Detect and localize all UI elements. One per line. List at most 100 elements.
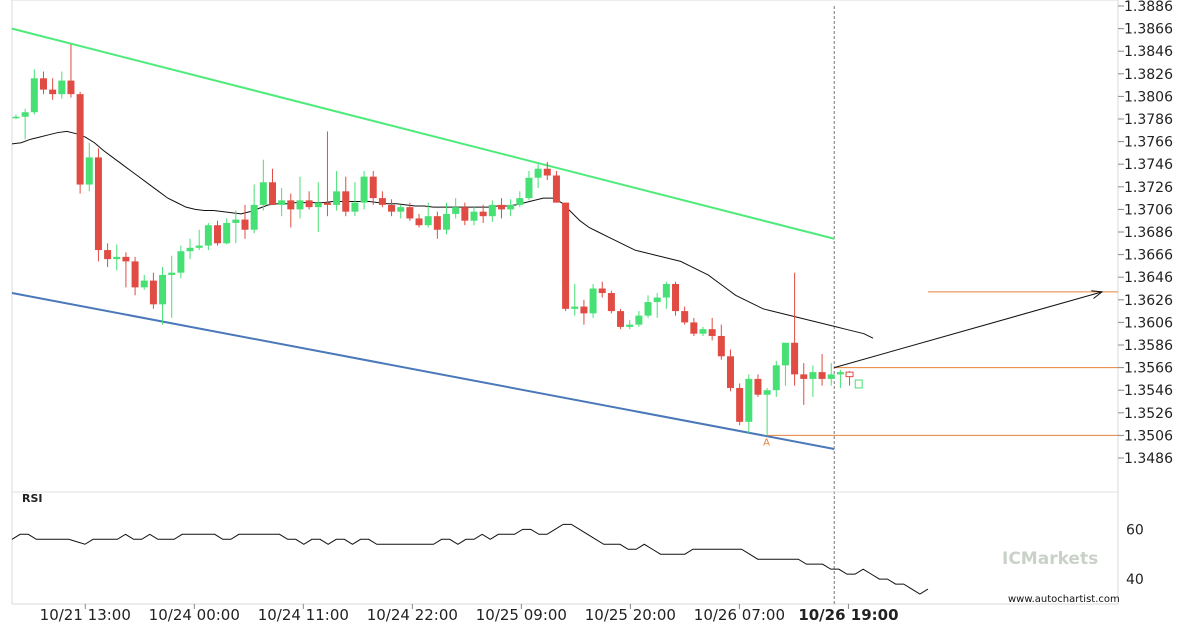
candle bbox=[351, 182, 359, 217]
candle bbox=[488, 200, 496, 222]
candle-body bbox=[149, 280, 157, 305]
y-tick-label: 1.3786 bbox=[1124, 112, 1173, 128]
candle bbox=[497, 198, 505, 219]
candle bbox=[104, 243, 112, 268]
candle bbox=[452, 198, 460, 219]
candle bbox=[507, 199, 515, 217]
y-tick-label: 1.3486 bbox=[1124, 451, 1173, 467]
x-tick-label: 10/24 22:00 bbox=[367, 606, 458, 624]
y-tick-label: 1.3766 bbox=[1124, 135, 1173, 151]
candle-body bbox=[534, 168, 542, 178]
candle bbox=[159, 267, 167, 325]
candle-body bbox=[433, 216, 441, 230]
candle-body bbox=[333, 191, 341, 205]
candle-body bbox=[76, 94, 84, 185]
candle-body bbox=[287, 200, 295, 210]
candle bbox=[49, 78, 57, 100]
candle-body bbox=[644, 302, 652, 316]
x-tick-label: 10/24 11:00 bbox=[258, 606, 349, 624]
candle-body bbox=[672, 283, 680, 312]
candle-body bbox=[378, 198, 386, 205]
candle-body bbox=[39, 78, 47, 90]
candle-body bbox=[736, 387, 744, 422]
candle bbox=[113, 244, 121, 271]
candle bbox=[562, 202, 570, 312]
candle bbox=[39, 71, 47, 95]
candle bbox=[617, 308, 625, 330]
icmarkets-watermark: ICMarkets bbox=[1002, 549, 1098, 569]
candle bbox=[149, 272, 157, 309]
candle-body bbox=[351, 202, 359, 212]
candle bbox=[552, 170, 560, 203]
candle bbox=[717, 324, 725, 360]
candle-body bbox=[754, 378, 762, 395]
candle bbox=[21, 108, 29, 140]
y-tick-label: 1.3566 bbox=[1124, 361, 1173, 377]
candle bbox=[653, 293, 661, 318]
candle bbox=[333, 170, 341, 211]
point-a-label: A bbox=[763, 437, 770, 448]
forecast-candle-body bbox=[854, 379, 863, 389]
candle bbox=[818, 354, 826, 386]
candle-body bbox=[745, 378, 753, 422]
moving-average bbox=[11, 130, 874, 339]
candle bbox=[177, 245, 185, 279]
candle-body bbox=[717, 335, 725, 357]
candle-body bbox=[259, 182, 267, 205]
candle bbox=[397, 204, 405, 219]
candle-body bbox=[809, 372, 817, 379]
candle bbox=[259, 159, 267, 211]
x-tick-label: 10/26 07:00 bbox=[694, 606, 785, 624]
candle bbox=[571, 283, 579, 316]
candle bbox=[296, 176, 304, 219]
candle bbox=[12, 114, 20, 119]
candle-body bbox=[525, 177, 533, 199]
candle bbox=[287, 193, 295, 228]
y-tick-label: 1.3806 bbox=[1124, 89, 1173, 105]
candle-body bbox=[122, 256, 130, 262]
candle bbox=[543, 161, 551, 181]
x-tick-label: 10/25 20:00 bbox=[585, 606, 676, 624]
forecast-candle bbox=[845, 370, 854, 386]
candle-body bbox=[232, 219, 240, 223]
x-tick-label: 10/25 09:00 bbox=[476, 606, 567, 624]
candle bbox=[534, 164, 542, 188]
price-levels: A bbox=[763, 291, 1118, 448]
y-axis: 1.3886 1.3866 1.3846 1.3826 1.3806 1.3786 1.37… bbox=[1118, 0, 1173, 467]
candle-body bbox=[21, 112, 29, 117]
candle-body bbox=[836, 372, 844, 375]
candle bbox=[214, 220, 222, 246]
rsi-panel: 60 40 bbox=[11, 491, 1144, 595]
candle-body bbox=[30, 78, 38, 113]
candle-body bbox=[507, 204, 515, 210]
y-tick-label: 1.3746 bbox=[1124, 157, 1173, 173]
candle bbox=[690, 317, 698, 336]
candle-body bbox=[626, 324, 634, 327]
candle-body bbox=[113, 256, 121, 260]
candle-body bbox=[653, 297, 661, 303]
candle-body bbox=[177, 251, 185, 273]
candle-body bbox=[607, 293, 615, 312]
y-tick-label: 1.3666 bbox=[1124, 248, 1173, 264]
candle bbox=[791, 272, 799, 386]
candle bbox=[388, 199, 396, 217]
candle bbox=[204, 222, 212, 251]
candle-body bbox=[397, 207, 405, 212]
candle bbox=[809, 365, 817, 397]
candle bbox=[58, 71, 66, 99]
forecast-arrow-line bbox=[834, 291, 1103, 369]
candle-body bbox=[763, 390, 771, 395]
candle-body bbox=[360, 176, 368, 203]
candle bbox=[672, 281, 680, 316]
candle-body bbox=[186, 247, 194, 252]
candle-body bbox=[617, 311, 625, 327]
candle bbox=[607, 290, 615, 314]
candle-body bbox=[598, 288, 606, 294]
candle bbox=[250, 184, 258, 234]
candle bbox=[827, 363, 835, 386]
candle-body bbox=[323, 202, 331, 205]
candle bbox=[681, 306, 689, 325]
y-tick-label: 1.3646 bbox=[1124, 270, 1173, 286]
candle bbox=[314, 182, 322, 232]
y-tick-label: 1.3686 bbox=[1124, 225, 1173, 241]
